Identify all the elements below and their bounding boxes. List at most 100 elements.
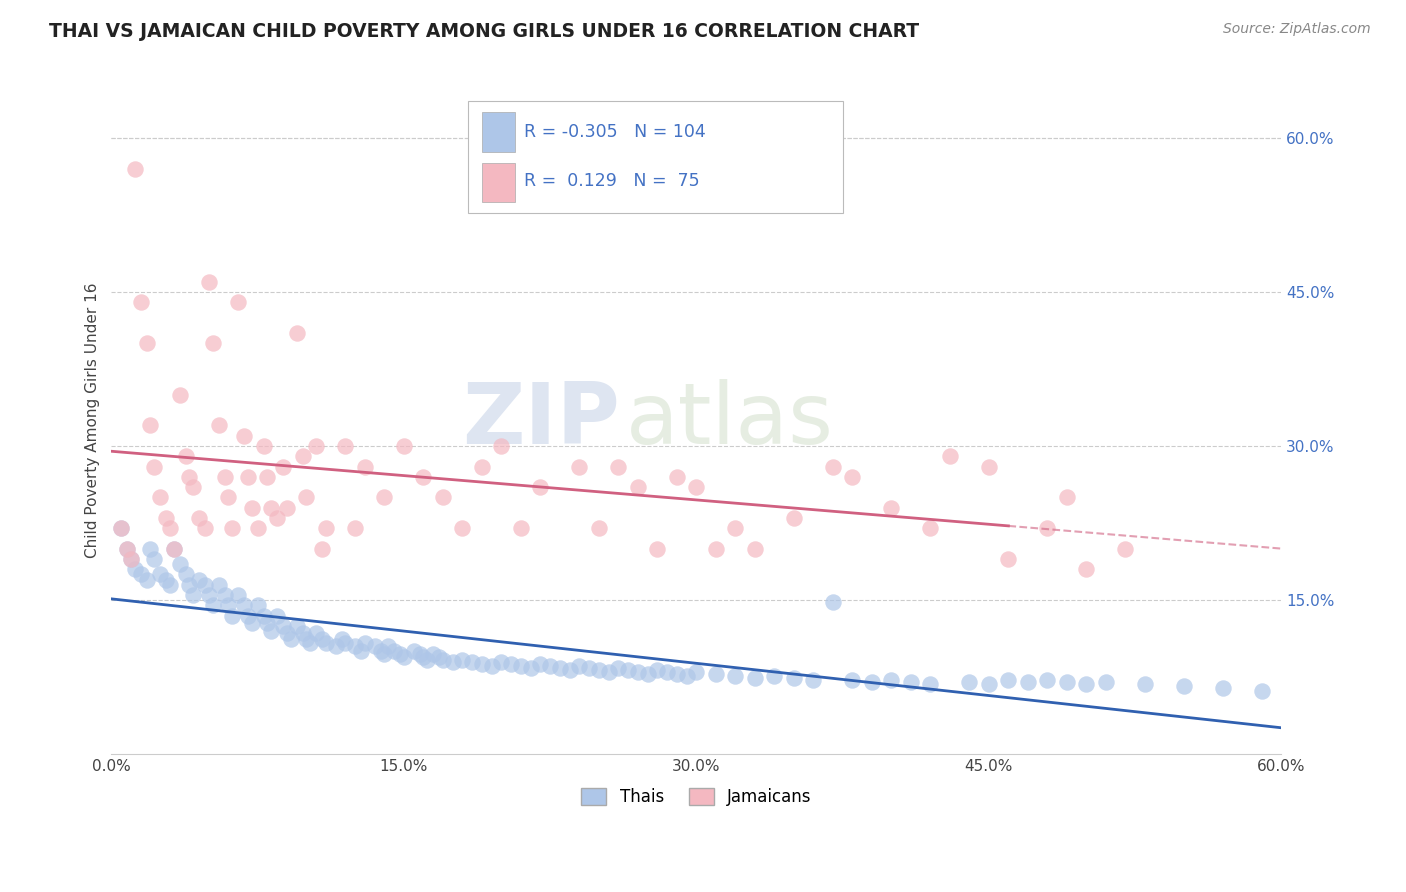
Point [1036,673,1059,688]
Point [149,491,172,505]
Point [821,459,844,474]
Point [1017,675,1039,690]
Point [315,521,337,535]
Point [299,636,322,650]
Text: Source: ZipAtlas.com: Source: ZipAtlas.com [1223,22,1371,37]
Point [305,626,328,640]
Point [163,541,186,556]
Bar [482,112,515,152]
Point [260,624,283,638]
Point [607,459,630,474]
Point [110,521,132,535]
Point [783,511,806,525]
Point [685,480,707,494]
Point [120,552,142,566]
Point [598,665,620,679]
Point [174,567,197,582]
Point [163,541,186,556]
Point [744,671,766,685]
Point [344,521,367,535]
Point [665,470,688,484]
Point [509,658,531,673]
Point [647,663,669,677]
Point [370,644,392,658]
Point [432,491,454,505]
Point [256,470,278,484]
Point [214,588,236,602]
Point [841,470,863,484]
Point [291,626,314,640]
Point [509,521,531,535]
Point [627,480,650,494]
Point [344,640,367,654]
Point [704,541,727,556]
Point [143,459,166,474]
Point [920,521,942,535]
Point [1173,680,1195,694]
Text: R = -0.305   N = 104: R = -0.305 N = 104 [524,123,706,141]
Point [198,588,221,602]
Point [135,573,157,587]
Point [181,588,204,602]
Point [236,470,259,484]
Point [519,661,541,675]
Point [201,336,224,351]
Point [120,552,142,566]
Point [169,387,191,401]
Point [240,615,263,630]
Point [208,418,231,433]
Point [252,608,274,623]
Point [724,521,747,535]
Point [821,595,844,609]
Point [538,658,561,673]
Point [330,632,353,647]
Point [880,500,903,515]
Point [221,521,243,535]
Point [373,647,395,661]
Point [665,667,688,681]
Point [1212,681,1234,696]
Text: atlas: atlas [626,379,834,462]
Point [179,470,201,484]
Point [704,667,727,681]
Point [389,647,412,661]
Point [276,500,298,515]
Point [860,675,883,690]
Point [124,161,146,176]
Point [392,649,415,664]
Point [491,655,513,669]
Point [1095,675,1118,690]
Point [115,541,138,556]
Point [110,521,132,535]
Point [354,636,377,650]
Point [285,619,308,633]
Point [957,675,980,690]
Point [115,541,138,556]
Point [201,599,224,613]
Point [803,673,825,688]
Point [311,632,333,647]
Point [588,663,610,677]
Point [1114,541,1136,556]
Point [217,599,239,613]
Point [246,599,269,613]
Point [233,428,256,442]
Point [155,511,177,525]
Point [373,491,395,505]
Point [744,541,766,556]
Point [977,459,1000,474]
Point [1056,491,1078,505]
Legend: Thais, Jamaicans: Thais, Jamaicans [575,781,818,813]
Point [900,675,922,690]
Point [335,439,357,453]
Point [675,669,697,683]
Point [657,665,679,679]
Point [271,619,294,633]
Point [880,673,903,688]
Point [208,577,231,591]
Point [280,632,302,647]
Point [285,326,308,340]
Point [354,459,377,474]
Point [501,657,523,671]
Point [226,295,249,310]
